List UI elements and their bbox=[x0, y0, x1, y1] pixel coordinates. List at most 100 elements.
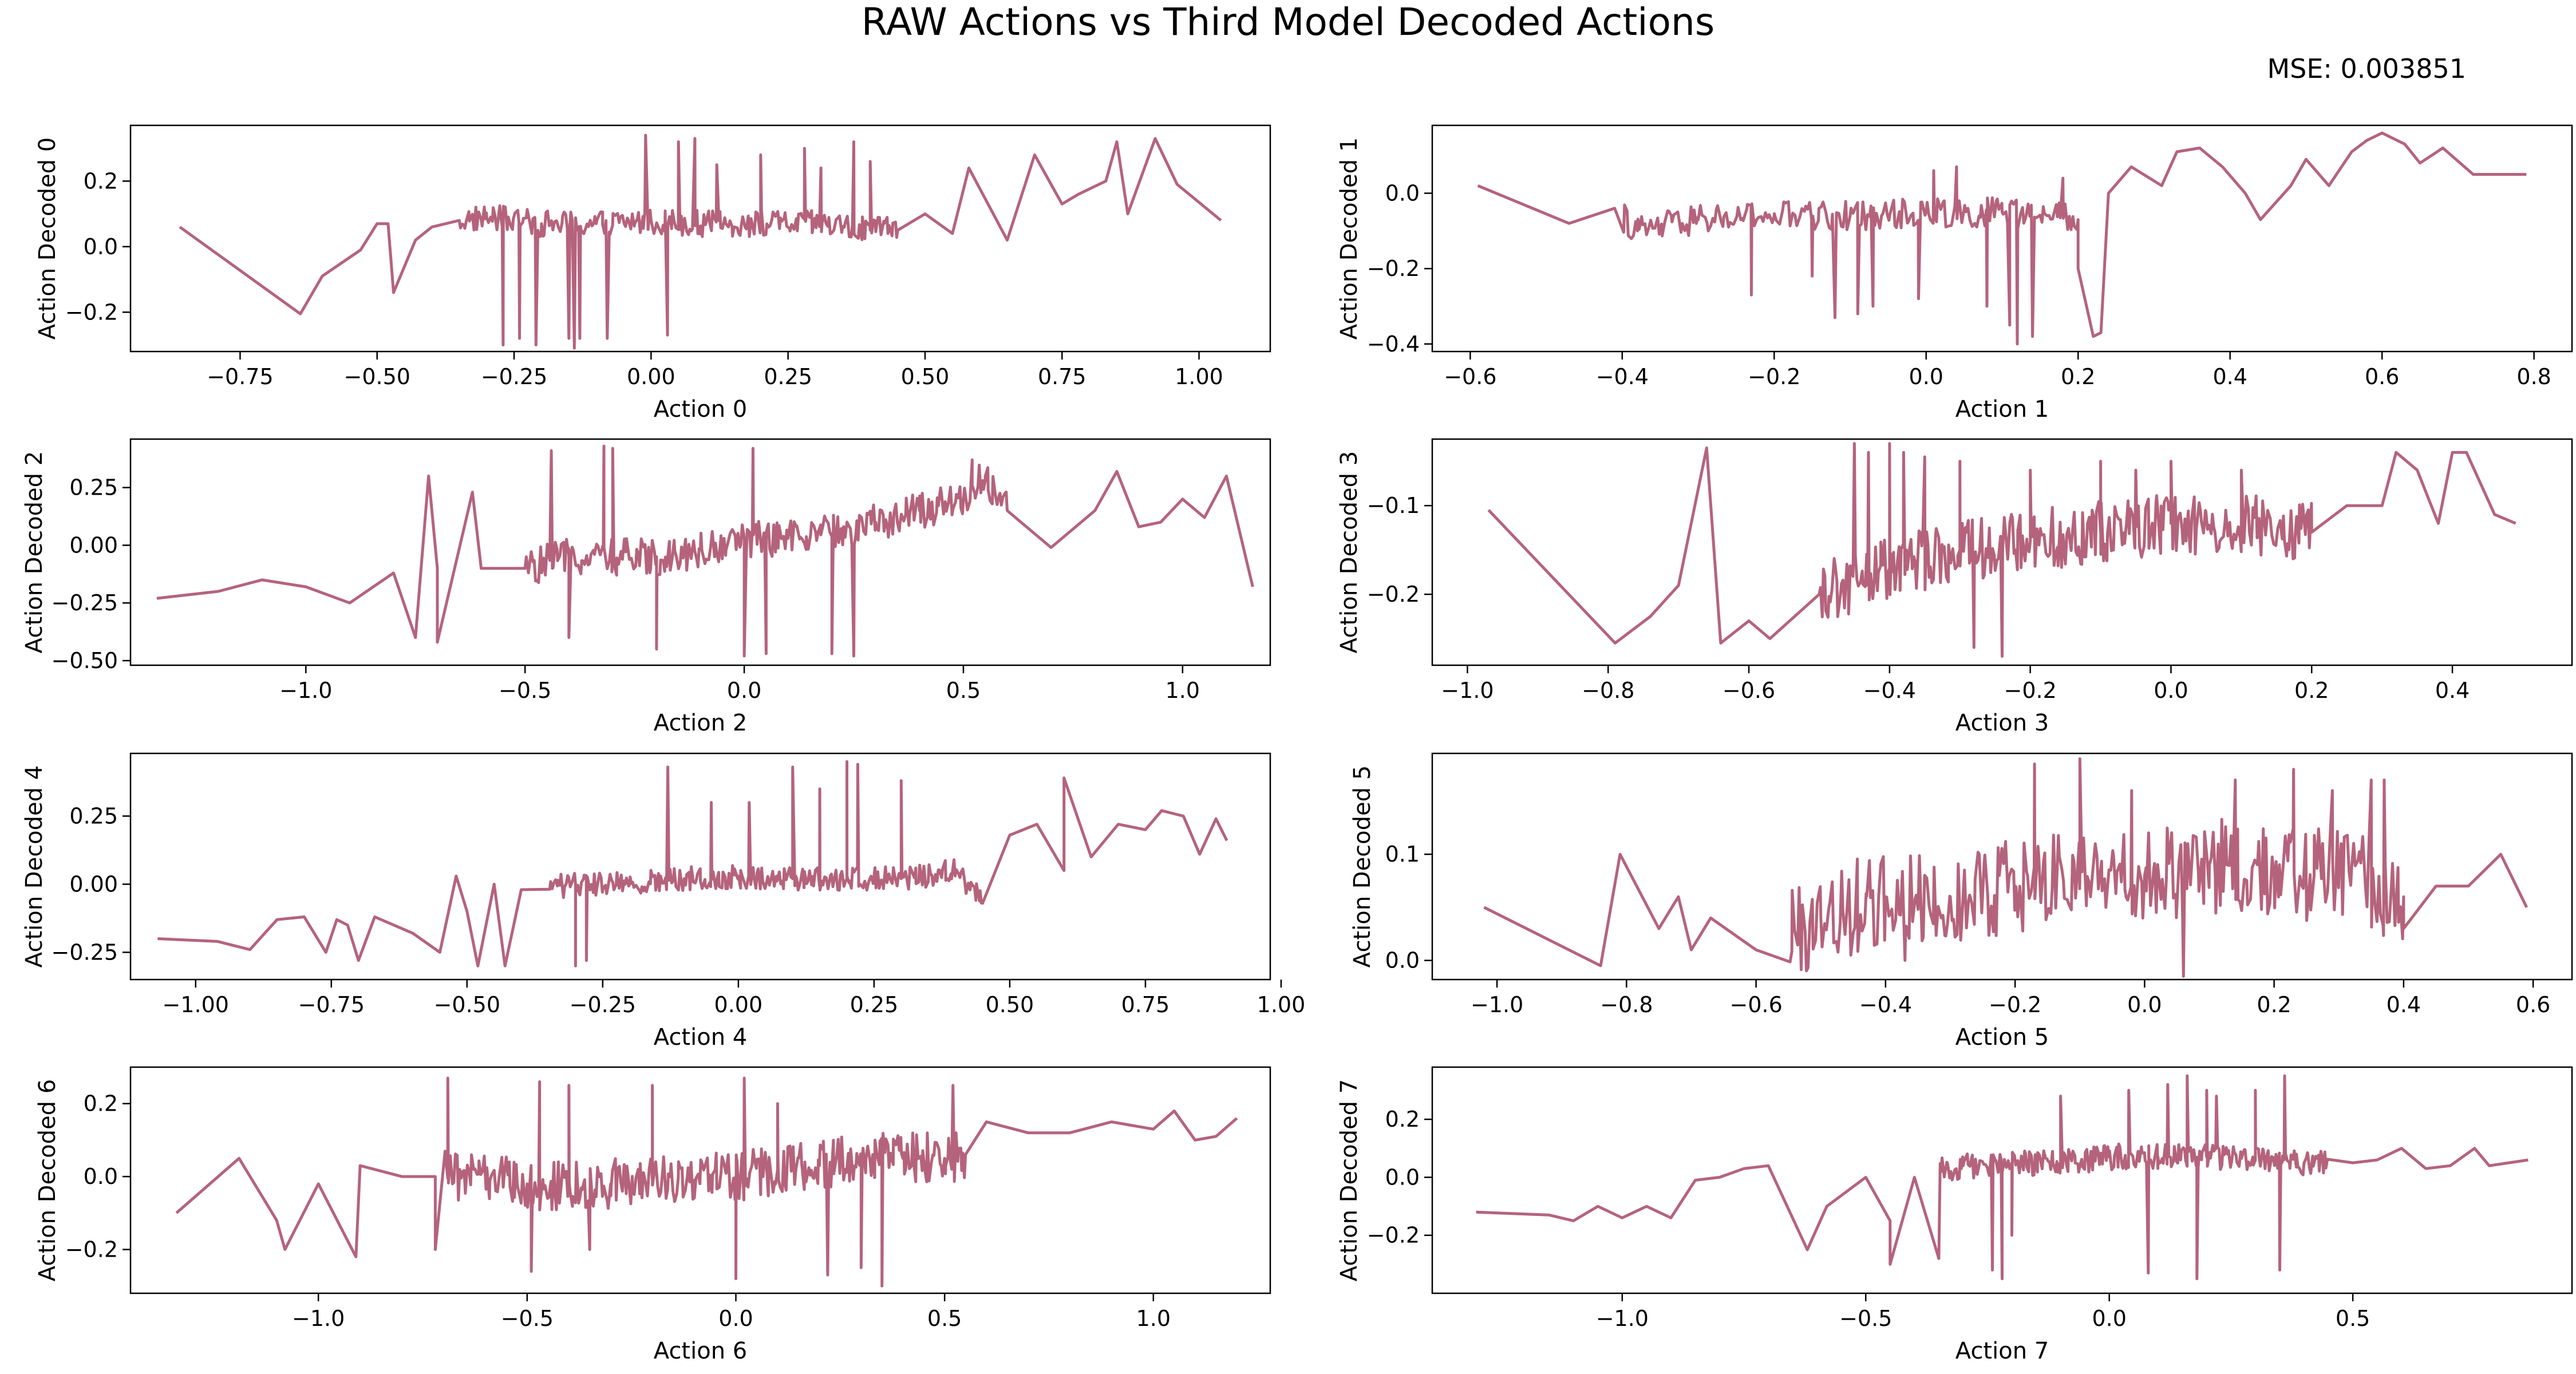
x-tick-label: 1.00 bbox=[1175, 364, 1223, 389]
x-tick-label: 0.0 bbox=[718, 1306, 753, 1331]
x-tick-label: −0.5 bbox=[1839, 1306, 1892, 1331]
x-axis-label: Action 3 bbox=[1955, 710, 2049, 736]
subplot-0: −0.75 −0.50 −0.25 0.00 0.25 0.50 0.75 1.00 −0.2 0… bbox=[34, 124, 1271, 423]
y-tick-label: 0.0 bbox=[1385, 1164, 1420, 1190]
series-line-6 bbox=[175, 1076, 1238, 1288]
x-tick-label: 0.0 bbox=[2092, 1306, 2126, 1331]
x-tick-label: 0.00 bbox=[714, 992, 763, 1017]
x-tick-label: 0.0 bbox=[2127, 992, 2162, 1017]
x-axis-label: Action 0 bbox=[654, 396, 747, 423]
y-tick-label: 0.25 bbox=[69, 803, 118, 828]
y-axis-label: Action Decoded 2 bbox=[21, 451, 48, 653]
x-tick-label: 0.0 bbox=[1909, 364, 1943, 389]
series-line-1 bbox=[1477, 131, 2527, 346]
x-axis-label: Action 7 bbox=[1955, 1338, 2049, 1364]
x-tick-label: 0.75 bbox=[1038, 364, 1086, 389]
x-tick-label: −0.2 bbox=[1989, 992, 2041, 1017]
y-tick-label: −0.2 bbox=[1367, 582, 1420, 607]
x-axis-label: Action 6 bbox=[654, 1338, 747, 1364]
x-tick-label: −1.00 bbox=[163, 992, 229, 1017]
x-tick-label: 0.0 bbox=[2154, 678, 2188, 703]
y-tick-label: −0.2 bbox=[65, 1237, 118, 1262]
x-tick-label: −0.6 bbox=[1729, 992, 1782, 1017]
y-axis-label: Action Decoded 7 bbox=[1336, 1079, 1362, 1281]
x-tick-label: −0.6 bbox=[1722, 678, 1775, 703]
axes-frame-7 bbox=[1431, 1066, 2573, 1294]
x-tick-label: −1.0 bbox=[1596, 1306, 1649, 1331]
y-tick-label: −0.2 bbox=[65, 299, 118, 325]
x-tick-label: −0.25 bbox=[570, 992, 636, 1017]
x-tick-label: 0.6 bbox=[2365, 364, 2399, 389]
x-tick-label: −1.0 bbox=[279, 678, 332, 703]
series-line-5 bbox=[1483, 757, 2528, 978]
x-tick-label: 0.5 bbox=[2336, 1306, 2370, 1331]
y-tick-label: −0.25 bbox=[52, 590, 118, 615]
y-tick-label: 0.00 bbox=[69, 871, 118, 897]
y-tick-label: 0.25 bbox=[69, 475, 118, 500]
x-axis-label: Action 5 bbox=[1955, 1024, 2049, 1051]
x-tick-label: 0.6 bbox=[2516, 992, 2550, 1017]
y-tick-label: 0.0 bbox=[84, 1164, 118, 1189]
x-tick-label: −0.8 bbox=[1600, 992, 1653, 1017]
axes-frame-2 bbox=[129, 438, 1271, 666]
x-tick-label: −0.5 bbox=[501, 1306, 554, 1331]
x-tick-label: 0.4 bbox=[2387, 992, 2421, 1017]
axes-frame-4 bbox=[129, 752, 1271, 981]
axes-frame-0 bbox=[129, 124, 1271, 353]
x-tick-label: 1.00 bbox=[1257, 992, 1306, 1017]
series-line-3 bbox=[1487, 442, 2516, 658]
y-tick-label: 0.2 bbox=[84, 1091, 118, 1116]
x-tick-label: 0.00 bbox=[627, 364, 675, 389]
y-axis-label: Action Decoded 1 bbox=[1336, 137, 1362, 339]
axes-frame-3 bbox=[1431, 438, 2573, 666]
x-tick-label: −0.25 bbox=[481, 364, 547, 389]
y-tick-label: 0.2 bbox=[84, 168, 118, 194]
series-line-2 bbox=[156, 444, 1254, 658]
y-tick-label: 0.2 bbox=[1385, 1107, 1420, 1132]
subplot-2: −1.0 −0.5 0.0 0.5 1.0 −0.50 −0.25 0.00 0.25 Actio… bbox=[21, 438, 1271, 736]
x-tick-label: 1.0 bbox=[1165, 678, 1200, 703]
y-tick-label: −0.2 bbox=[1367, 256, 1420, 281]
series-line-7 bbox=[1476, 1074, 2528, 1281]
x-tick-label: 0.2 bbox=[2294, 678, 2329, 703]
y-axis-label: Action Decoded 5 bbox=[1349, 765, 1376, 968]
x-tick-label: −0.5 bbox=[499, 678, 551, 703]
x-tick-label: 1.0 bbox=[1136, 1306, 1171, 1331]
subplot-7: −1.0 −0.5 0.0 0.5 −0.2 0.0 0.2 Action 7 Action D… bbox=[1336, 1066, 2573, 1364]
x-tick-label: 0.5 bbox=[946, 678, 981, 703]
series-line-0 bbox=[179, 133, 1222, 350]
x-axis-label: Action 2 bbox=[654, 710, 747, 736]
x-tick-label: −1.0 bbox=[1441, 678, 1494, 703]
x-tick-label: 0.5 bbox=[927, 1306, 962, 1331]
y-axis-label: Action Decoded 6 bbox=[34, 1079, 61, 1281]
x-axis-label: Action 4 bbox=[654, 1024, 747, 1051]
figure-title: RAW Actions vs Third Model Decoded Actio… bbox=[862, 0, 1714, 44]
x-tick-label: −0.4 bbox=[1863, 678, 1916, 703]
y-tick-label: 0.00 bbox=[69, 532, 118, 558]
x-tick-label: 0.2 bbox=[2061, 364, 2095, 389]
x-tick-label: 0.50 bbox=[986, 992, 1034, 1017]
subplot-grid: −0.75 −0.50 −0.25 0.00 0.25 0.50 0.75 1.00 −0.2 0… bbox=[21, 124, 2573, 1364]
x-tick-label: −0.75 bbox=[298, 992, 365, 1017]
series-line-4 bbox=[157, 760, 1228, 968]
axes-frame-5 bbox=[1431, 752, 2573, 981]
subplot-1: −0.6 −0.4 −0.2 0.0 0.2 0.4 0.6 0.8 −0.4 −0.2 0.0 Ac… bbox=[1336, 124, 2573, 423]
y-tick-label: −0.25 bbox=[52, 939, 118, 965]
x-tick-label: −0.50 bbox=[434, 992, 500, 1017]
x-tick-label: 0.8 bbox=[2516, 364, 2551, 389]
y-tick-label: −0.1 bbox=[1367, 493, 1420, 518]
x-tick-label: 0.4 bbox=[2212, 364, 2247, 389]
y-tick-label: 0.0 bbox=[1385, 948, 1420, 973]
y-tick-label: −0.50 bbox=[52, 648, 118, 673]
x-tick-label: −0.2 bbox=[1748, 364, 1800, 389]
subplot-5: −1.0 −0.8 −0.6 −0.4 −0.2 0.0 0.2 0.4 0.6 0.0 0.1 Ac… bbox=[1349, 752, 2573, 1051]
x-tick-label: −0.6 bbox=[1444, 364, 1496, 389]
y-axis-label: Action Decoded 4 bbox=[21, 765, 48, 968]
x-tick-label: −0.50 bbox=[344, 364, 410, 389]
y-tick-label: −0.2 bbox=[1367, 1223, 1420, 1248]
x-tick-label: 0.2 bbox=[2257, 992, 2291, 1017]
axes-frame-6 bbox=[129, 1066, 1271, 1294]
subplot-4: −1.00 −0.75 −0.50 −0.25 0.00 0.25 0.50 0.75 1.00… bbox=[21, 752, 1306, 1051]
x-tick-label: 0.25 bbox=[850, 992, 899, 1017]
